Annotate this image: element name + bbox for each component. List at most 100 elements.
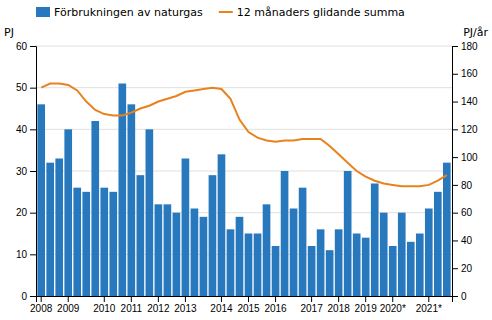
bar [146,129,154,296]
bar [191,209,199,297]
y-axis-tick: 50 [16,82,36,93]
bar [55,159,63,297]
bar [218,154,226,296]
y-axis-tick: 40 [16,124,36,135]
x-axis-tick: 2008 [30,296,53,314]
tick-mark [392,296,393,302]
marks [37,84,450,297]
bar [137,175,145,296]
bar [308,246,316,296]
tick-label: 2011 [121,303,143,314]
y2-axis-label: PJ/år [463,26,488,39]
x-axis-tick: 2015 [237,296,260,314]
bar [155,204,163,296]
tick-label: 2019 [355,303,378,314]
x-axis-tick: 2010 [93,296,116,314]
tick-mark [452,296,458,297]
y2-axis: 020406080100120140160180 [452,41,478,302]
tick-label: 2008 [30,303,53,314]
tick-label: 20 [461,263,473,274]
x-axis-tick: 2021* [416,296,442,314]
tick-mark [452,129,458,130]
tick-mark [311,296,312,302]
bar [380,213,388,296]
bar [398,213,406,296]
bar [443,163,451,296]
bar [173,213,181,296]
tick-mark [275,296,276,302]
bar [37,104,45,296]
bar [416,234,424,297]
x-axis-tick: 2016 [264,296,287,314]
bar [389,246,397,296]
tick-mark [365,296,366,302]
x-axis: 2008200920102011201220132014201520162017… [30,296,452,314]
tick-label: 2018 [328,303,351,314]
grid-line [36,87,452,88]
y2-axis-tick: 100 [452,152,478,163]
tick-label: 0 [461,291,467,302]
bar [82,192,90,296]
tick-label: 30 [16,166,28,177]
plot: 2008200920102011201220132014201520162017… [16,41,478,314]
tick-mark [452,185,458,186]
y2-axis-tick: 80 [452,180,473,191]
bar [200,217,208,296]
bar [209,175,217,296]
y2-axis-tick: 160 [452,68,478,79]
tick-mark [68,296,69,302]
legend-item: 12 månaders glidande summa [219,6,405,19]
bar [272,246,280,296]
tick-label: 60 [16,41,28,52]
tick-label: 140 [461,96,478,107]
x-axis-tick: 2011 [121,296,143,314]
tick-label: 20 [16,207,28,218]
bar [127,104,135,296]
tick-label: 2010 [93,303,116,314]
tick-label: 40 [16,124,28,135]
legend: Förbrukningen av naturgas 12 månaders gli… [36,6,405,19]
tick-label: 0 [21,291,27,302]
y-axis-tick: 0 [21,291,36,302]
tick-mark [30,213,36,214]
tick-mark [452,46,458,47]
tick-label: 2017 [300,303,323,314]
tick-label: 80 [461,180,473,191]
tick-mark [452,268,458,269]
x-axis-tick: 2013 [174,296,197,314]
y-axis: 0 10 20 30 40 50 60 [16,41,37,302]
tick-label: 2021* [416,303,442,314]
bar-series [37,84,450,297]
y2-axis-tick: 140 [452,96,478,107]
tick-label: 180 [461,41,478,52]
tick-mark [30,254,36,255]
legend-item: Förbrukningen av naturgas [36,6,203,19]
tick-mark [452,157,458,158]
bar [407,242,415,296]
tick-label: 60 [461,207,473,218]
tick-label: 10 [16,249,28,260]
bar [335,229,343,296]
tick-mark [158,296,159,302]
y-axis-tick: 20 [16,207,36,218]
y2-axis-tick: 60 [452,207,473,218]
tick-mark [30,46,36,47]
bar [344,171,352,296]
y-axis-label: PJ [4,26,14,39]
tick-label: 2013 [174,303,197,314]
tick-mark [452,74,458,75]
tick-label: 160 [461,68,478,79]
y2-axis-line [453,47,459,297]
tick-mark [452,240,458,241]
tick-mark [30,171,36,172]
bar [263,204,271,296]
x-axis-tick: 2017 [300,296,323,314]
y2-axis-tick: 20 [452,263,473,274]
x-axis-tick: 2018 [328,296,351,314]
tick-mark [452,102,458,103]
tick-mark [428,296,429,302]
tick-mark [30,129,36,130]
tick-mark [30,296,36,297]
bar [227,229,235,296]
bar [434,192,442,296]
